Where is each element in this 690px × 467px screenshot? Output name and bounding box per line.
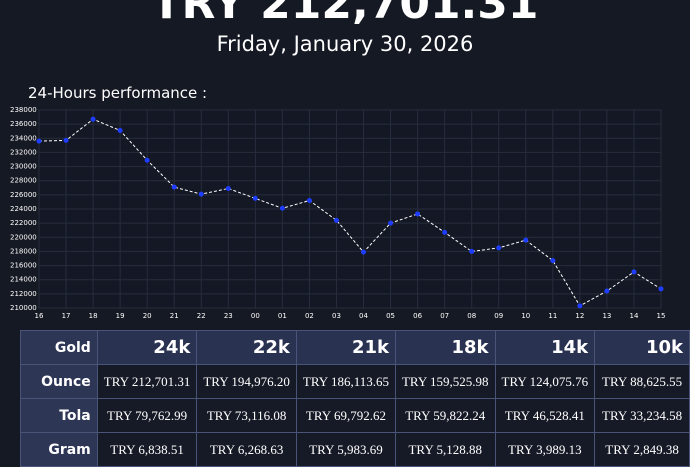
point — [388, 220, 394, 226]
point — [577, 303, 583, 309]
x-tick-label: 01 — [278, 312, 287, 320]
row-label: Tola — [20, 398, 98, 433]
y-tick-label: 222000 — [10, 219, 37, 227]
x-tick-label: 08 — [467, 312, 476, 320]
price-cell: TRY 73,116.08 — [196, 398, 297, 433]
x-tick-label: 20 — [143, 312, 152, 320]
price-cell: TRY 186,113.65 — [295, 364, 396, 399]
point — [333, 217, 339, 223]
header-cell: 10k — [594, 330, 690, 365]
point — [63, 137, 69, 143]
x-tick-label: 11 — [548, 312, 557, 320]
y-tick-label: 230000 — [10, 163, 37, 171]
x-tick-label: 09 — [494, 312, 503, 320]
page: TRY 212,701.31 Friday, January 30, 2026 … — [10, 0, 690, 467]
x-tick-label: 15 — [657, 312, 666, 320]
price-cell: TRY 59,822.24 — [394, 398, 496, 433]
x-tick-label: 04 — [359, 312, 368, 320]
y-tick-label: 224000 — [10, 205, 37, 213]
price-cell: TRY 69,792.62 — [295, 398, 396, 433]
point — [442, 229, 448, 235]
price-table: Gold 24k 22k 21k 18k 14k 10k Ounce TRY 212,701.3… — [20, 330, 690, 467]
point — [631, 269, 637, 275]
header-cell: 24k — [96, 330, 198, 365]
point — [415, 211, 421, 217]
y-tick-label: 234000 — [10, 134, 37, 142]
point — [117, 128, 123, 134]
y-tick-label: 212000 — [10, 290, 37, 298]
point — [252, 195, 258, 201]
header-cell: 18k — [394, 330, 496, 365]
x-tick-label: 05 — [386, 312, 395, 320]
price-cell: TRY 159,525.98 — [394, 364, 496, 399]
header-cell: 22k — [196, 330, 297, 365]
y-tick-label: 236000 — [10, 120, 37, 128]
point — [171, 184, 177, 190]
point — [361, 249, 367, 255]
x-tick-label: 12 — [575, 312, 584, 320]
line — [38, 118, 662, 307]
y-tick-label: 232000 — [10, 148, 37, 156]
table-row: Tola TRY 79,762.99 TRY 73,116.08 TRY 69,792… — [20, 398, 690, 433]
point — [658, 286, 664, 292]
table-row: Ounce TRY 212,701.31 TRY 194,976.20 TRY 186… — [20, 364, 690, 399]
table-header-row: Gold 24k 22k 21k 18k 14k 10k — [20, 330, 690, 365]
y-tick-label: 210000 — [10, 304, 37, 312]
header-cell: 21k — [295, 330, 396, 365]
y-tick-label: 220000 — [10, 233, 37, 241]
y-tick-label: 218000 — [10, 247, 37, 255]
y-tick-label: 216000 — [10, 262, 37, 270]
x-tick-label: 06 — [413, 312, 422, 320]
price-cell: TRY 46,528.41 — [494, 398, 596, 433]
x-tick-label: 17 — [62, 312, 71, 320]
price-cell: TRY 33,234.58 — [594, 398, 690, 433]
point — [36, 138, 42, 144]
x-tick-label: 02 — [305, 312, 314, 320]
x-tick-label: 22 — [197, 312, 206, 320]
date: Friday, January 30, 2026 — [216, 32, 474, 56]
price-cell: TRY 124,075.76 — [494, 364, 596, 399]
x-tick-label: 07 — [440, 312, 449, 320]
point — [550, 258, 556, 264]
point — [90, 116, 96, 122]
price-cell: TRY 212,701.31 — [96, 364, 198, 399]
x-tick-label: 19 — [116, 312, 125, 320]
x-tick-label: 23 — [224, 312, 233, 320]
row-label: Ounce — [20, 364, 98, 399]
y-tick-label: 228000 — [10, 177, 37, 185]
point — [144, 157, 150, 163]
header-cell: 14k — [494, 330, 596, 365]
header-cell: Gold — [20, 330, 98, 365]
x-tick-label: 14 — [629, 312, 638, 320]
y-tick-label: 214000 — [10, 276, 37, 284]
x-tick-label: 00 — [251, 312, 260, 320]
y-tick-label: 226000 — [10, 191, 37, 199]
x-tick-label: 16 — [35, 312, 44, 320]
point — [469, 248, 475, 254]
x-tick-label: 10 — [521, 312, 530, 320]
chart: 2100002120002140002160002180002200002220… — [10, 106, 666, 320]
price-cell: TRY 79,762.99 — [96, 398, 198, 433]
x-tick-label: 21 — [170, 312, 179, 320]
x-tick-label: 03 — [332, 312, 341, 320]
point — [306, 198, 312, 204]
point — [225, 185, 231, 191]
x-tick-label: 13 — [602, 312, 611, 320]
point — [198, 191, 204, 197]
chart-title: 24-Hours performance : — [28, 84, 208, 102]
point — [496, 245, 502, 251]
point — [604, 288, 610, 294]
gold-price: TRY 212,701.31 — [151, 0, 539, 29]
price-cell: TRY 88,625.55 — [594, 364, 690, 399]
x-tick-label: 18 — [89, 312, 98, 320]
point — [279, 205, 285, 211]
price-cell: TRY 194,976.20 — [196, 364, 297, 399]
point — [523, 237, 529, 243]
y-tick-label: 238000 — [10, 106, 37, 114]
